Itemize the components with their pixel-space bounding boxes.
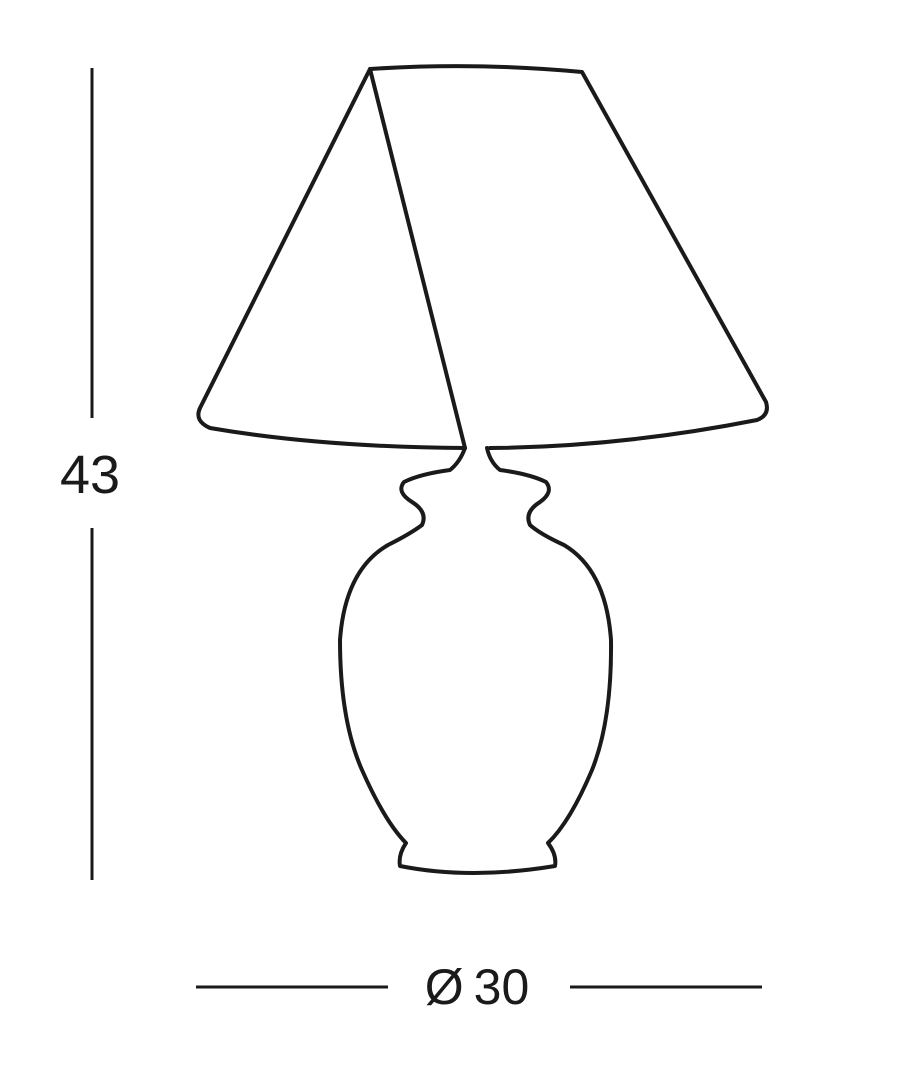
diameter-value: 30 — [474, 959, 530, 1015]
vase-base-outline — [338, 446, 614, 875]
height-label: 43 — [60, 445, 120, 505]
diameter-label: Ø 30 — [425, 959, 530, 1015]
diameter-symbol: Ø — [425, 959, 464, 1015]
lampshade-outline — [196, 64, 769, 450]
